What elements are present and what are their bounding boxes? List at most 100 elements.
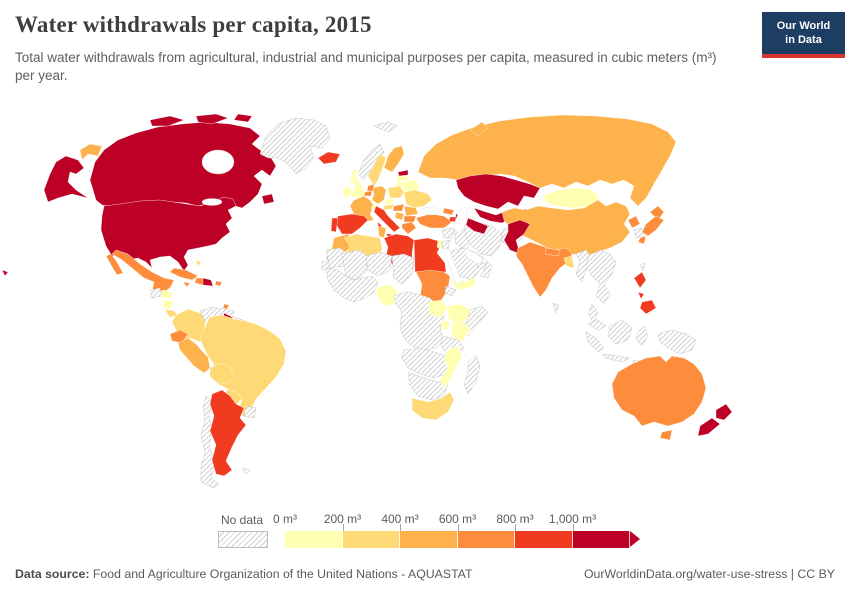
country-germany[interactable] — [371, 185, 387, 205]
country-russia-chukotka[interactable] — [79, 143, 103, 161]
country-italy[interactable] — [373, 205, 401, 233]
country-canada-island[interactable] — [149, 115, 185, 127]
country-canada-island[interactable] — [233, 113, 253, 123]
country-australia-tasmania[interactable] — [659, 429, 673, 441]
country-canada[interactable] — [89, 121, 277, 209]
country-poland[interactable] — [387, 185, 405, 199]
country-spain[interactable] — [335, 213, 369, 235]
country-usa-hawaii[interactable] — [1, 269, 9, 277]
country-romania[interactable] — [403, 205, 419, 217]
country-united-kingdom[interactable] — [349, 167, 367, 199]
legend-no-data-swatch[interactable] — [218, 531, 268, 548]
country-ecuador[interactable] — [169, 329, 189, 344]
country-canada-island[interactable] — [195, 113, 229, 125]
country-mexico-baja[interactable] — [105, 253, 124, 276]
country-india[interactable] — [515, 241, 573, 298]
country-south-korea[interactable] — [633, 227, 645, 239]
country-south-africa[interactable] — [411, 391, 455, 421]
country-uruguay[interactable] — [243, 405, 257, 419]
owid-logo[interactable]: Our World in Data — [762, 12, 845, 58]
country-indonesia-sulawesi[interactable] — [635, 325, 649, 347]
country-usa-alaska[interactable] — [43, 155, 89, 203]
legend-bin-600-800[interactable] — [457, 531, 515, 548]
country-portugal[interactable] — [330, 217, 339, 233]
country-china[interactable] — [501, 199, 631, 259]
country-sri-lanka[interactable] — [552, 302, 560, 314]
country-russia-novaya-zemlya[interactable] — [469, 121, 489, 137]
country-estonia[interactable] — [397, 169, 409, 177]
country-austria[interactable] — [382, 203, 395, 211]
country-usa[interactable] — [100, 196, 237, 272]
country-falkland-islands[interactable] — [241, 467, 251, 475]
country-norway[interactable] — [357, 143, 385, 181]
country-argentina[interactable] — [209, 389, 247, 477]
country-kenya[interactable] — [451, 321, 471, 343]
country-hungary[interactable] — [392, 203, 405, 212]
legend-bin-0-200[interactable] — [285, 531, 343, 548]
country-indonesia-sumatra[interactable] — [585, 331, 605, 353]
country-niger[interactable] — [365, 251, 393, 277]
country-malaysia[interactable] — [587, 319, 607, 331]
country-bulgaria[interactable] — [403, 215, 417, 223]
country-somalia[interactable] — [463, 305, 489, 337]
country-finland[interactable] — [383, 145, 405, 173]
country-north-korea[interactable] — [627, 215, 641, 229]
country-bahamas[interactable] — [195, 259, 202, 268]
country-dominican-republic[interactable] — [202, 277, 214, 287]
country-japan-kyushu[interactable] — [637, 235, 647, 245]
country-latvia[interactable] — [396, 175, 409, 182]
country-nepal[interactable] — [544, 247, 561, 257]
country-nigeria[interactable] — [375, 283, 399, 307]
country-philippines-mindanao[interactable] — [639, 299, 657, 315]
country-belgium[interactable] — [363, 190, 373, 197]
country-taiwan[interactable] — [639, 262, 646, 272]
country-nicaragua[interactable] — [162, 299, 174, 310]
country-turkey[interactable] — [415, 213, 453, 229]
country-cuba[interactable] — [169, 267, 199, 281]
legend-bin-800-1000[interactable] — [515, 531, 573, 548]
country-new-zealand-south[interactable] — [697, 417, 721, 437]
country-ethiopia[interactable] — [447, 303, 473, 325]
country-belarus[interactable] — [403, 179, 421, 193]
country-greenland[interactable] — [259, 117, 331, 175]
country-kazakhstan[interactable] — [455, 173, 541, 210]
country-armenia[interactable] — [448, 216, 457, 223]
country-trinidad-and-tobago[interactable] — [222, 303, 230, 310]
legend-bin-400-600[interactable] — [400, 531, 458, 548]
country-haiti[interactable] — [194, 277, 204, 286]
country-mali[interactable] — [341, 249, 369, 281]
region-namibia-botswana[interactable] — [407, 371, 449, 401]
country-israel[interactable] — [436, 239, 443, 251]
country-iceland[interactable] — [317, 151, 341, 165]
country-ukraine[interactable] — [403, 189, 433, 209]
country-canada-newfoundland[interactable] — [261, 193, 275, 205]
country-guatemala[interactable] — [149, 287, 163, 299]
legend-bin-1000+[interactable] — [572, 531, 630, 548]
country-united-arab-emirates[interactable] — [476, 261, 487, 270]
region-west-africa[interactable] — [325, 267, 379, 303]
country-indonesia-java[interactable] — [601, 353, 631, 363]
country-greece[interactable] — [401, 221, 417, 235]
country-svalbard[interactable] — [373, 121, 399, 133]
country-puerto-rico[interactable] — [214, 280, 223, 287]
country-czechia[interactable] — [383, 197, 395, 205]
country-oman[interactable] — [479, 259, 493, 279]
country-honduras[interactable] — [160, 289, 173, 300]
country-georgia[interactable] — [442, 207, 455, 216]
country-madagascar[interactable] — [463, 355, 481, 395]
country-mozambique[interactable] — [439, 345, 463, 389]
region-southeast-asia[interactable] — [585, 249, 617, 305]
country-indonesia-borneo[interactable] — [607, 319, 633, 345]
credit-link[interactable]: OurWorldinData.org/water-use-stress | CC… — [583, 567, 835, 581]
country-serbia[interactable] — [394, 211, 405, 221]
country-tunisia[interactable] — [377, 225, 387, 239]
country-russia[interactable] — [417, 114, 677, 207]
country-philippines-visayas[interactable] — [637, 291, 645, 300]
country-jamaica[interactable] — [182, 281, 191, 288]
country-chad[interactable] — [391, 253, 415, 285]
country-new-zealand-north[interactable] — [715, 403, 733, 421]
country-philippines-luzon[interactable] — [633, 271, 647, 289]
country-pakistan[interactable] — [503, 219, 531, 255]
country-australia[interactable] — [611, 355, 707, 427]
region-new-guinea[interactable] — [657, 329, 697, 355]
